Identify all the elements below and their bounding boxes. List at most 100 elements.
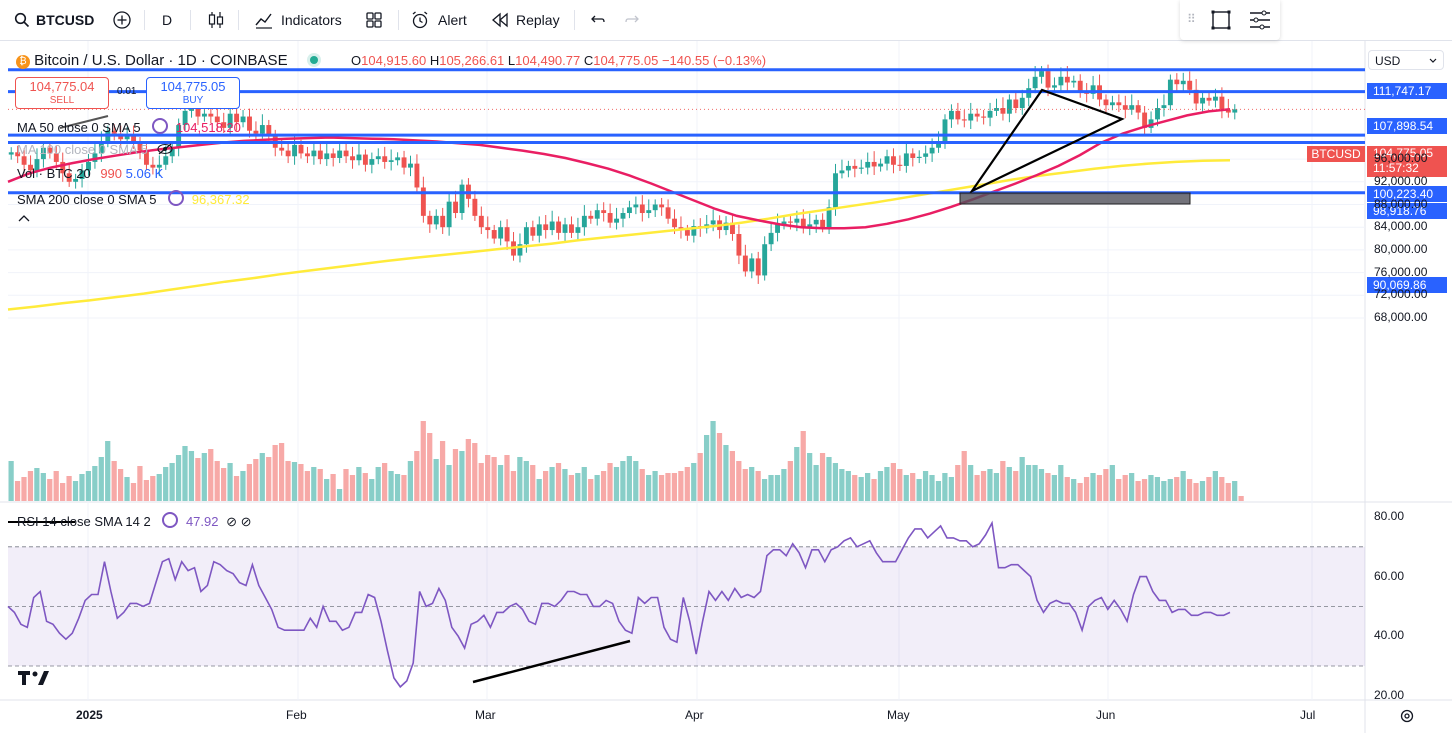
candle-body — [163, 156, 168, 165]
volume-bar — [601, 471, 606, 501]
volume-bar — [157, 474, 162, 501]
volume-bar — [144, 480, 149, 501]
volume-bar — [124, 477, 129, 501]
price-tick-label: 84,000.00 — [1374, 219, 1427, 233]
volume-bar — [99, 457, 104, 501]
volume-bar — [401, 475, 406, 501]
candle-body — [749, 258, 754, 271]
candle-body — [202, 114, 207, 117]
ma50-legend[interactable]: MA 50 close 0 SMA 5 104,518.20 — [17, 118, 241, 135]
ma100-legend[interactable]: MA 100 close 0 SMA 5 — [17, 142, 173, 157]
eye-hidden-icon[interactable] — [157, 143, 173, 155]
volume-bar — [176, 455, 181, 501]
candle-body — [550, 222, 555, 231]
volume-bar — [131, 483, 136, 501]
toolbar-divider — [574, 10, 575, 30]
volume-bar — [66, 476, 71, 501]
volume-bar — [305, 471, 310, 501]
candle-body — [376, 156, 381, 159]
data-window-icon[interactable] — [152, 118, 168, 134]
volume-bar — [1232, 481, 1237, 501]
volume-bar — [781, 469, 786, 501]
volume-bar — [9, 461, 14, 501]
candle-body — [659, 205, 664, 208]
candle-body — [1033, 77, 1038, 88]
interval-button[interactable]: D — [162, 0, 172, 40]
candle-body — [1174, 80, 1179, 85]
candle-body — [1181, 81, 1186, 84]
rsi-legend[interactable]: RSI 14 close SMA 14 2 47.92 ⊘ ⊘ — [17, 512, 252, 530]
volume-bar — [1103, 469, 1108, 501]
time-tick-label: May — [887, 708, 910, 722]
candle-body — [988, 111, 993, 118]
candle-body — [1013, 100, 1018, 109]
symbol-tag: BTCUSD — [1307, 146, 1365, 162]
candle-body — [1007, 100, 1012, 114]
candle-body — [241, 117, 246, 123]
object-tree-icon[interactable] — [1248, 9, 1272, 31]
candle-body — [943, 119, 948, 142]
volume-bar — [330, 474, 335, 501]
volume-bar — [169, 463, 174, 501]
volume-legend[interactable]: Vol · BTC 20 990 5.06 K — [17, 166, 163, 181]
price-chart-canvas[interactable] — [0, 41, 1452, 733]
volume-bar — [498, 465, 503, 501]
currency-selector[interactable]: USD — [1368, 50, 1444, 70]
volume-bar — [466, 439, 471, 501]
candle-body — [575, 227, 580, 233]
indicators-button[interactable]: Indicators — [254, 0, 342, 40]
volume-bar — [337, 489, 342, 501]
compare-symbol-button[interactable] — [112, 0, 132, 40]
volume-bar — [530, 465, 535, 501]
candle-body — [395, 157, 400, 160]
volume-bar — [137, 466, 142, 501]
chart-type-button[interactable] — [206, 0, 226, 40]
volume-bar — [1200, 481, 1205, 501]
candle-body — [369, 159, 374, 165]
chart-settings-button[interactable] — [1398, 707, 1416, 730]
volume-bar — [871, 479, 876, 501]
volume-bar — [1226, 483, 1231, 501]
search-icon — [14, 12, 30, 28]
volume-bar — [1045, 473, 1050, 501]
buy-button[interactable]: 104,775.05 BUY — [146, 77, 240, 109]
collapse-legend-button[interactable] — [17, 211, 31, 226]
templates-button[interactable] — [364, 0, 384, 40]
fullscreen-icon[interactable] — [1210, 9, 1232, 31]
candle-body — [382, 156, 387, 162]
sell-button[interactable]: 104,775.04 SELL — [15, 77, 109, 109]
data-window-icon[interactable] — [162, 512, 178, 528]
chart-area[interactable]: ₿ Bitcoin / U.S. Dollar · 1D · COINBASE … — [0, 41, 1452, 733]
rsi-tick-label: 40.00 — [1374, 628, 1404, 642]
replay-button[interactable]: Replay — [490, 0, 560, 40]
drag-handle-icon[interactable]: ⠿ — [1187, 12, 1197, 26]
price-tick-label: 96,000.00 — [1374, 151, 1427, 165]
candle-body — [833, 173, 838, 207]
volume-bar — [163, 467, 168, 501]
undo-button[interactable] — [588, 0, 606, 40]
volume-bar — [485, 455, 490, 501]
volume-bar — [202, 453, 207, 501]
candle-body — [627, 207, 632, 213]
candle-body — [556, 222, 561, 233]
alert-button[interactable]: Alert — [410, 0, 467, 40]
volume-bar — [34, 468, 39, 501]
candle-body — [498, 227, 503, 238]
volume-bar — [1213, 471, 1218, 501]
candle-body — [485, 227, 490, 230]
sma200-legend[interactable]: SMA 200 close 0 SMA 5 96,367.32 — [17, 190, 250, 207]
candle-body — [1207, 98, 1212, 101]
volume-bar — [614, 467, 619, 501]
volume-bar — [994, 473, 999, 501]
redo-button[interactable] — [624, 0, 642, 40]
bitcoin-icon: ₿ — [16, 55, 30, 69]
volume-bar — [820, 453, 825, 501]
symbol-search-button[interactable]: BTCUSD — [14, 0, 94, 40]
alarm-clock-icon — [410, 10, 430, 30]
candle-body — [775, 224, 780, 233]
candle-body — [1078, 81, 1083, 91]
data-window-icon[interactable] — [168, 190, 184, 206]
candle-body — [1039, 71, 1044, 77]
undo-icon — [588, 11, 606, 29]
candle-body — [608, 213, 613, 223]
